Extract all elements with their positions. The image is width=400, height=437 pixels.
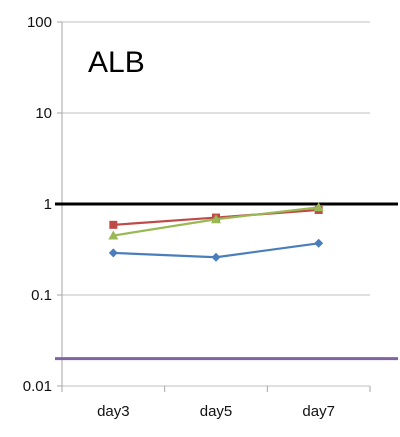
y-tick-label: 100 — [27, 14, 52, 31]
data-point — [211, 214, 221, 224]
x-category-label: day3 — [97, 403, 130, 420]
series-1 — [108, 238, 324, 262]
data-point — [211, 252, 221, 262]
data-point — [313, 202, 324, 212]
y-tick-label: 0.1 — [31, 287, 52, 304]
y-tick-label: 1 — [44, 196, 52, 213]
x-category-label: day5 — [200, 403, 233, 420]
data-point — [108, 230, 119, 240]
reference-lines — [55, 202, 398, 361]
data-point — [108, 248, 118, 258]
x-category-label: day7 — [302, 403, 335, 420]
y-tick-label: 10 — [35, 105, 52, 122]
data-point — [314, 238, 324, 248]
data-point — [109, 220, 118, 229]
series-group — [108, 202, 324, 262]
y-tick-label: 0.01 — [23, 378, 52, 395]
y-axis-ticks: 0.01 0.1 1 10 100 — [23, 14, 62, 395]
chart-title: ALB — [88, 46, 145, 79]
x-axis-categories: day3 day5 day7 — [61, 386, 371, 420]
series-3 — [108, 202, 324, 240]
